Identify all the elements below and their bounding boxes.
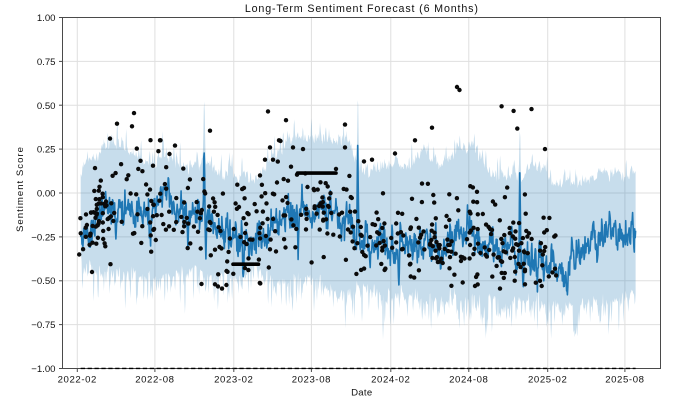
svg-text:0.75: 0.75 [37,57,56,68]
svg-text:2025-08: 2025-08 [605,374,644,385]
svg-text:−0.25: −0.25 [31,232,55,243]
svg-text:2024-02: 2024-02 [371,374,410,385]
svg-text:0.50: 0.50 [37,101,56,112]
svg-text:1.00: 1.00 [37,13,56,24]
svg-text:Long-Term Sentiment Forecast (: Long-Term Sentiment Forecast (6 Months) [245,3,479,15]
svg-text:2025-02: 2025-02 [528,374,567,385]
svg-text:−1.00: −1.00 [31,364,55,375]
svg-text:Sentiment Score: Sentiment Score [15,146,26,232]
svg-text:−0.75: −0.75 [31,320,55,331]
svg-text:2022-02: 2022-02 [58,374,97,385]
svg-text:2023-08: 2023-08 [292,374,331,385]
svg-text:0.00: 0.00 [37,189,56,200]
svg-text:2022-08: 2022-08 [135,374,174,385]
svg-text:−0.50: −0.50 [31,276,55,287]
svg-text:2023-02: 2023-02 [214,374,253,385]
svg-text:0.25: 0.25 [37,145,56,156]
svg-text:2024-08: 2024-08 [449,374,488,385]
svg-text:Date: Date [351,387,372,398]
